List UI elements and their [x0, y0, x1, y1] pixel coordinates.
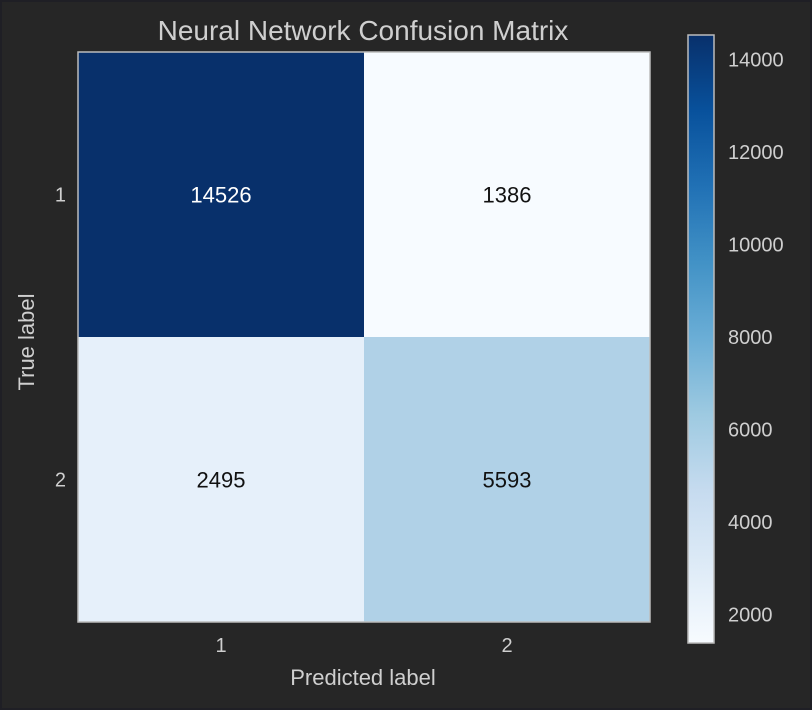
heatmap-cell-labels: 14526 1386 2495 5593: [190, 183, 531, 493]
cell-value-label: 1386: [483, 183, 532, 208]
y-axis-ticks: 12: [55, 185, 66, 492]
cell-value-label: 14526: [190, 183, 251, 208]
colorbar: [687, 34, 715, 644]
cell-value-label: 5593: [483, 468, 532, 493]
colorbar-tick-label: 12000: [728, 142, 784, 164]
colorbar-tick-label: 2000: [728, 605, 773, 627]
chart-title: Neural Network Confusion Matrix: [158, 15, 569, 46]
x-tick-label: 2: [501, 635, 512, 657]
cell-value-label: 2495: [197, 468, 246, 493]
colorbar-tick-label: 10000: [728, 234, 784, 256]
heatmap-cells: [78, 52, 650, 622]
heatmap-cell: [364, 337, 650, 622]
heatmap-cell: [364, 52, 650, 337]
y-tick-label: 2: [55, 470, 66, 492]
plot-border: [77, 51, 651, 623]
colorbar-tick-label: 4000: [728, 512, 773, 534]
colorbar-tick-label: 6000: [728, 420, 773, 442]
y-axis-label: True label: [14, 293, 39, 390]
y-tick-label: 1: [55, 185, 66, 207]
colorbar-tick-label: 8000: [728, 327, 773, 349]
heatmap-cell: [78, 337, 364, 622]
colorbar-ticks: 2000 4000 6000 8000 10000 12000 14000: [728, 49, 784, 626]
x-axis-label: Predicted label: [290, 665, 436, 690]
heatmap-cell: [78, 52, 364, 337]
colorbar-tick-label: 14000: [728, 49, 784, 71]
x-tick-label: 1: [215, 635, 226, 657]
